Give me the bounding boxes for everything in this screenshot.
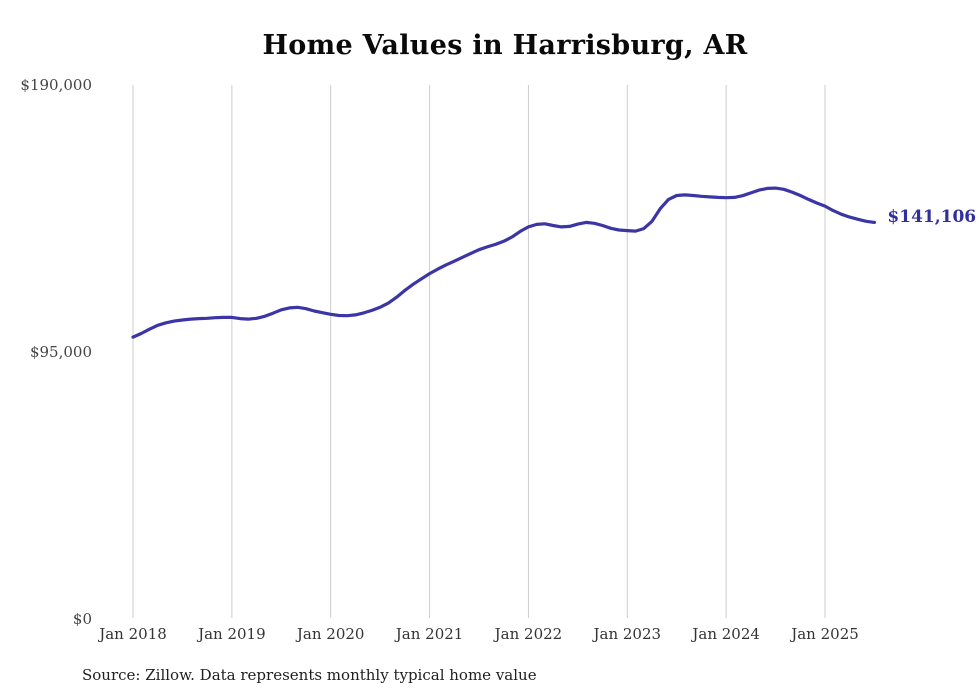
x-axis-tick-label: Jan 2022 <box>494 625 563 643</box>
vertical-gridlines <box>132 85 826 618</box>
latest-value-label: $141,106 <box>887 207 977 228</box>
x-axis-tick-label: Jan 2018 <box>99 625 167 643</box>
x-axis-tick-label: Jan 2021 <box>395 625 464 643</box>
y-axis-tick-label: $95,000 <box>29 343 92 361</box>
x-axis-tick-label: Jan 2019 <box>198 625 266 643</box>
source-note: Source: Zillow. Data represents monthly … <box>82 666 537 684</box>
home-value-line-series <box>131 186 877 339</box>
x-axis-tick-label: Jan 2023 <box>593 625 662 643</box>
x-axis-tick-label: Jan 2025 <box>791 625 859 643</box>
y-axis-tick-label: $190,000 <box>20 76 92 94</box>
x-axis-tick-label: Jan 2024 <box>692 625 760 643</box>
y-axis-tick-label: $0 <box>72 610 92 628</box>
x-axis-tick-label: Jan 2020 <box>296 625 365 643</box>
chart-title: Home Values in Harrisburg, AR <box>262 30 748 61</box>
